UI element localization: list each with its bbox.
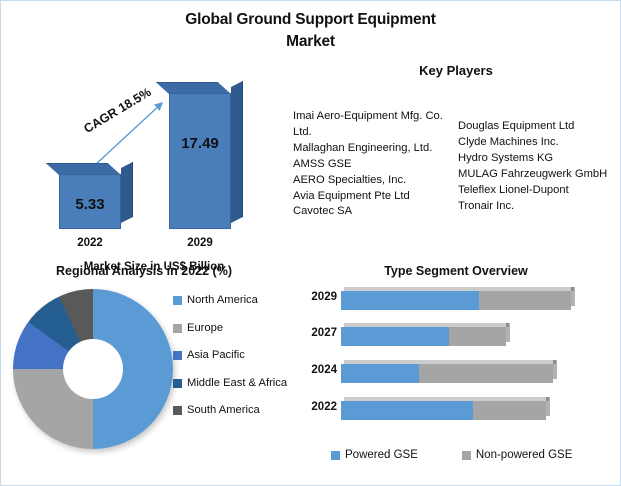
legend-label: North America <box>187 294 258 306</box>
stack-row-2024: 2024 <box>299 360 609 384</box>
stack-row-2029: 2029 <box>299 287 609 311</box>
bar-2022-face <box>59 174 121 229</box>
legend-item-europe: Europe <box>173 321 293 336</box>
bar-2029-face <box>169 93 231 229</box>
legend-label: Middle East & Africa <box>187 376 288 389</box>
bar-2022-category: 2022 <box>77 237 103 249</box>
type-chart-legend: Powered GSE Non-powered GSE <box>331 449 591 461</box>
page-title-line1: Global Ground Support Equipment <box>185 11 436 28</box>
legend-item-north-america: North America <box>173 293 293 308</box>
stack-seg-nonpowered-2029 <box>479 287 575 310</box>
stack-row-2022: 2022 <box>299 397 609 421</box>
bar-2029-side <box>231 80 243 223</box>
key-players-title: Key Players <box>419 63 493 78</box>
regional-donut-chart <box>13 289 173 457</box>
stack-seg-nonpowered-2022 <box>473 397 550 420</box>
legend-swatch-icon <box>173 351 182 361</box>
stack-ylabel-2027: 2027 <box>311 327 337 339</box>
regional-chart-title: Regional Analysis in 2022 (%) <box>56 264 232 278</box>
stack-seg-nonpowered-2024 <box>419 360 557 383</box>
legend-label: South America <box>187 404 260 417</box>
legend-swatch-icon <box>461 450 471 460</box>
page-title: Global Ground Support Equipment Market <box>1 9 620 54</box>
page-title-line2: Market <box>286 33 335 51</box>
stack-seg-powered-2022 <box>341 397 476 420</box>
legend-swatch-icon <box>173 296 182 305</box>
key-players-column-left: Imai Aero-Equipment Mfg. Co. Ltd. Mallag… <box>293 110 443 218</box>
key-players-column-right: Douglas Equipment Ltd Clyde Machines Inc… <box>458 120 608 212</box>
bar-2022-value: 5.33 <box>75 196 105 213</box>
type-chart-title: Type Segment Overview <box>384 264 528 278</box>
legend-item-asia-pacific: Asia Pacific <box>173 348 293 363</box>
legend-swatch-icon <box>331 450 340 460</box>
legend-item-middle-east-africa: Middle East & Africa <box>173 376 293 391</box>
donut-hole <box>63 339 123 399</box>
bar-2029: 17.49 <box>155 80 243 229</box>
stack-ylabel-2024: 2024 <box>311 364 337 376</box>
stack-seg-powered-2029 <box>341 287 482 310</box>
stack-seg-nonpowered-2027 <box>449 323 510 346</box>
stack-seg-powered-2027 <box>341 323 452 346</box>
legend-item-south-america: South America <box>173 403 293 418</box>
stack-ylabel-2029: 2029 <box>311 291 337 303</box>
market-size-chart: CAGR 18.5% 5.33 2022 17.49 2029 Market S… <box>29 79 279 273</box>
stack-seg-powered-2024 <box>341 360 422 383</box>
type-segment-chart: 2029 2027 2024 2022 <box>299 287 609 432</box>
stack-ylabel-2022: 2022 <box>311 401 337 413</box>
legend-swatch-icon <box>173 323 182 333</box>
market-size-caption: Market Size in US$ Billion <box>83 261 225 273</box>
legend-swatch-icon <box>173 378 182 388</box>
legend-label: Asia Pacific <box>187 349 245 362</box>
key-players-columns: Imai Aero-Equipment Mfg. Co. Ltd. Mallag… <box>293 109 621 220</box>
legend-item-nonpowered-gse: Non-powered GSE <box>461 449 573 461</box>
bar-2029-category: 2029 <box>187 237 213 249</box>
bar-2022: 5.33 <box>45 161 133 229</box>
legend-label: Powered GSE <box>345 449 418 461</box>
stack-row-2027: 2027 <box>299 323 609 347</box>
bar-2029-value: 17.49 <box>181 135 219 152</box>
legend-swatch-icon <box>173 406 182 416</box>
bar-2022-side <box>121 161 133 223</box>
legend-item-powered-gse: Powered GSE <box>331 449 418 461</box>
regional-legend: North America Europe Asia Pacific Middle… <box>173 293 293 418</box>
legend-label: Europe <box>187 321 224 334</box>
legend-label: Non-powered GSE <box>475 449 573 461</box>
